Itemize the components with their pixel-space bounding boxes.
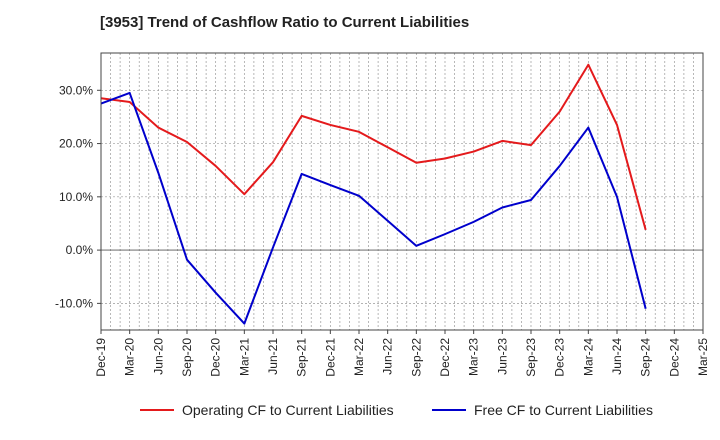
y-tick-label: 10.0% <box>59 190 93 204</box>
x-tick-label: Mar-25 <box>696 338 710 376</box>
x-tick-label: Jun-24 <box>610 338 624 375</box>
x-tick-label: Dec-24 <box>667 338 681 377</box>
x-tick-label: Dec-20 <box>209 338 223 377</box>
legend-label: Operating CF to Current Liabilities <box>182 402 394 418</box>
x-tick-label: Jun-20 <box>151 338 165 375</box>
x-tick-label: Sep-21 <box>295 338 309 377</box>
x-tick-label: Mar-22 <box>352 338 366 376</box>
x-tick-label: Mar-20 <box>123 338 137 376</box>
x-tick-label: Mar-21 <box>237 338 251 376</box>
legend: Operating CF to Current Liabilities Free … <box>140 402 653 418</box>
x-tick-label: Dec-23 <box>553 338 567 377</box>
x-tick-label: Sep-23 <box>524 338 538 377</box>
grid-lines <box>101 53 703 330</box>
x-tick-label: Dec-19 <box>94 338 108 377</box>
x-tick-label: Jun-22 <box>381 338 395 375</box>
x-tick-label: Mar-23 <box>467 338 481 376</box>
y-tick-label: 20.0% <box>59 137 93 151</box>
series-lines <box>100 63 647 325</box>
x-tick-label: Dec-21 <box>323 338 337 377</box>
y-tick-label: 0.0% <box>66 243 94 257</box>
x-tick-label: Jun-23 <box>495 338 509 375</box>
x-tick-label: Sep-20 <box>180 338 194 377</box>
x-tick-label: Mar-24 <box>581 338 595 376</box>
legend-label: Free CF to Current Liabilities <box>474 402 653 418</box>
series-line <box>100 91 647 325</box>
x-tick-label: Dec-22 <box>438 338 452 377</box>
x-tick-label: Sep-24 <box>639 338 653 377</box>
plot-area-frame <box>100 52 704 331</box>
x-tick-label: Sep-22 <box>409 338 423 377</box>
axis-ticks: -10.0% 0.0% 10.0% 20.0% 30.0% Dec-19 Mar-20 Jun… <box>55 83 710 376</box>
x-tick-label: Jun-21 <box>266 338 280 375</box>
y-tick-label: 30.0% <box>59 83 93 97</box>
y-tick-label: -10.0% <box>55 296 93 310</box>
series-line <box>100 63 647 231</box>
chart-title: [3953] Trend of Cashflow Ratio to Curren… <box>100 14 470 31</box>
